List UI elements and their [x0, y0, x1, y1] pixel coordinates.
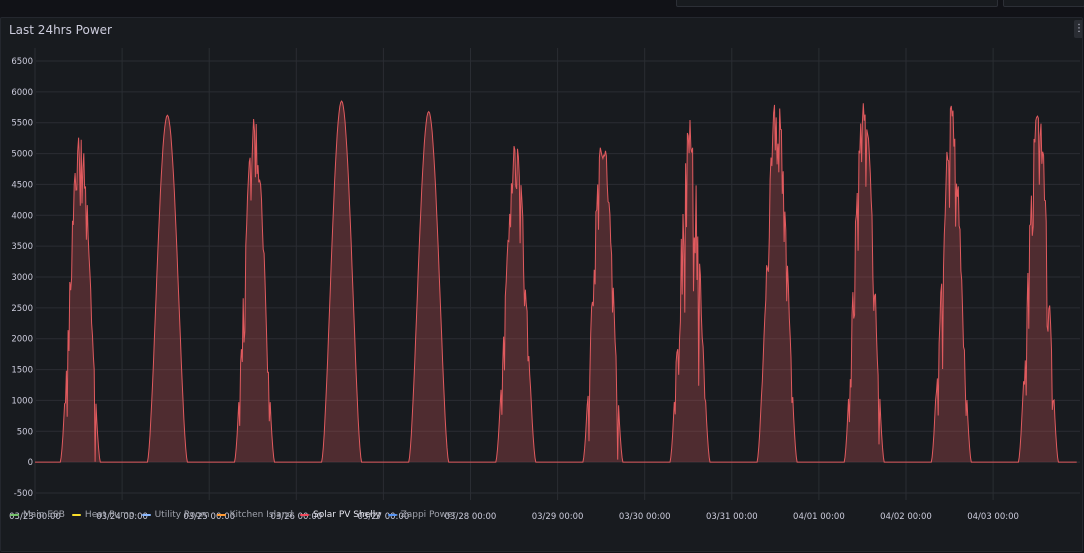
- legend-item[interactable]: Solar PV Shelly: [300, 510, 381, 520]
- panel-menu-icon[interactable]: ⋮: [1074, 20, 1084, 38]
- x-tick-label: 03/24 00:00: [96, 512, 148, 522]
- x-tick-label: 03/30 00:00: [619, 512, 671, 522]
- x-tick-label: 04/02 00:00: [880, 512, 932, 522]
- chart-legend: Main ESB Heat Pump Utility Room Kitchen Isl…: [10, 510, 456, 520]
- y-tick-label: -500: [14, 489, 33, 499]
- legend-label: Main ESB: [23, 510, 65, 520]
- x-tick-label: 03/26 00:00: [270, 512, 322, 522]
- y-tick-label: 2500: [11, 304, 33, 314]
- solar-pv-line: [35, 100, 1077, 463]
- y-tick-label: 500: [17, 427, 33, 437]
- x-tick-label: 03/25 00:00: [183, 512, 235, 522]
- y-tick-label: 6500: [11, 57, 33, 67]
- y-tick-label: 0: [28, 458, 33, 468]
- legend-label: Utility Room: [154, 510, 210, 520]
- legend-label: Solar PV Shelly: [313, 510, 381, 520]
- y-tick-label: 5000: [11, 150, 33, 160]
- x-tick-label: 03/23 00:00: [9, 512, 61, 522]
- x-tick-label: 03/31 00:00: [706, 512, 758, 522]
- y-tick-label: 4500: [11, 180, 33, 190]
- chart-panel: Last 24hrs Power ⋮: [0, 17, 1084, 552]
- y-tick-label: 4000: [11, 211, 33, 221]
- legend-label: Zappi Power: [400, 510, 457, 520]
- legend-swatch: [10, 514, 19, 516]
- x-tick-label: 03/28 00:00: [445, 512, 497, 522]
- top-toolbar: [0, 0, 1084, 16]
- refresh-picker[interactable]: [1003, 0, 1084, 7]
- x-tick-label: 04/01 00:00: [793, 512, 845, 522]
- panel-title[interactable]: Last 24hrs Power: [9, 23, 112, 37]
- y-tick-label: 1000: [11, 396, 33, 406]
- legend-item[interactable]: Zappi Power: [387, 510, 457, 520]
- legend-label: Kitchen Island: [229, 510, 294, 520]
- x-tick-label: 03/27 00:00: [358, 512, 410, 522]
- legend-swatch: [71, 514, 81, 516]
- y-tick-label: 6000: [11, 88, 33, 98]
- legend-item[interactable]: Kitchen Island: [216, 510, 294, 520]
- y-tick-label: 2000: [11, 335, 33, 345]
- y-tick-label: 1500: [11, 366, 33, 376]
- legend-label: Heat Pump: [84, 510, 135, 520]
- legend-item[interactable]: Utility Room: [141, 510, 210, 520]
- legend-swatch: [141, 514, 151, 516]
- legend-swatch: [387, 514, 397, 516]
- legend-item[interactable]: Heat Pump: [71, 510, 135, 520]
- legend-swatch: [216, 514, 226, 516]
- y-tick-label: 3000: [11, 273, 33, 283]
- x-tick-label: 04/03 00:00: [967, 512, 1019, 522]
- solar-pv-area: [35, 101, 1077, 463]
- time-picker[interactable]: [676, 0, 998, 7]
- legend-item[interactable]: Main ESB: [10, 510, 65, 520]
- x-tick-label: 03/29 00:00: [532, 512, 584, 522]
- legend-swatch: [300, 514, 310, 516]
- y-tick-label: 5500: [11, 119, 33, 129]
- y-tick-label: 3500: [11, 242, 33, 252]
